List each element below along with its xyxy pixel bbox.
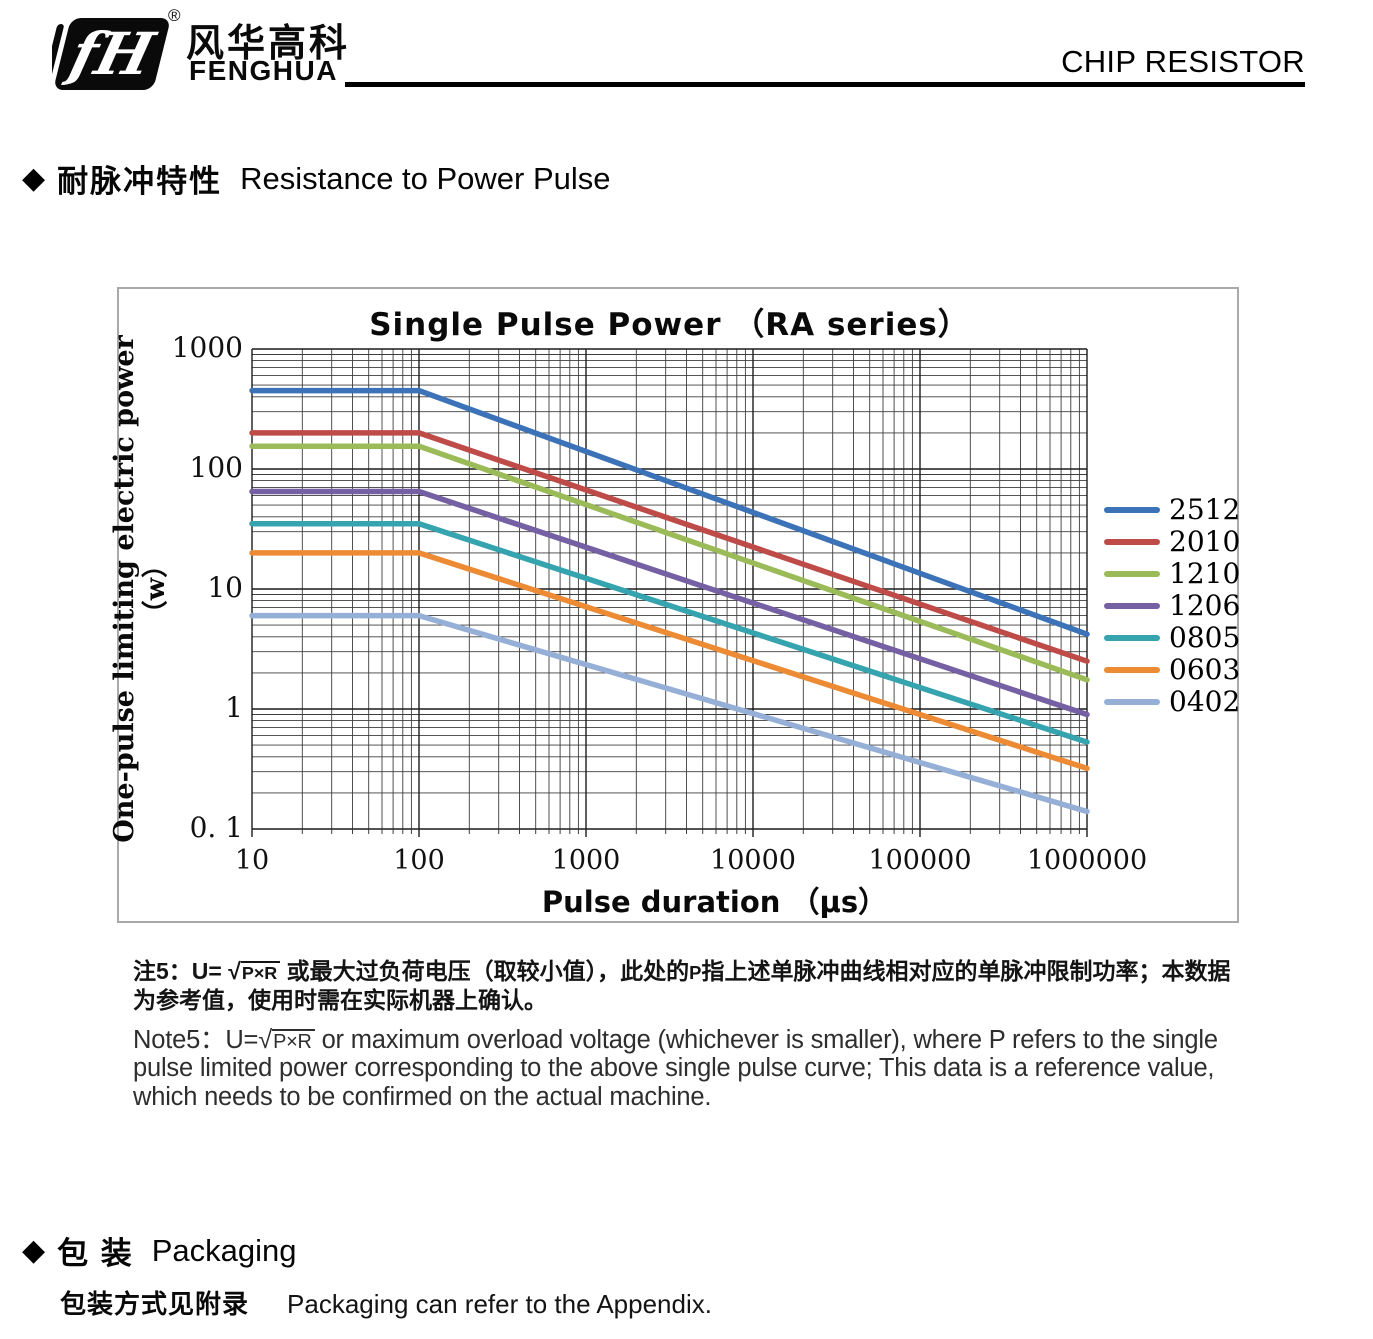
y-tick-label: 0. 1 [189,811,243,844]
x-tick-label: 1000000 [1026,845,1148,876]
section-heading-pulse: ◆ 耐脉冲特性 Resistance to Power Pulse [22,156,611,201]
diamond-bullet-icon: ◆ [22,161,46,195]
sqrt-formula: √P×R [258,1025,315,1054]
note5-english: Note5：U=√P×R or maximum overload voltage… [133,1025,1218,1111]
packaging-title-cn: 包 装 [57,1236,134,1271]
sqrt-formula: √P×R [228,958,281,984]
chart-plot-area [249,348,1090,837]
notes-block: 注5：U= √P×R 或最大过负荷电压（取较小值），此处的P指上述单脉冲曲线相对… [133,957,1247,1112]
legend-swatch-0603 [1104,667,1160,673]
svg-text:fH: fH [60,20,163,88]
legend-label-0603: 0603 [1169,653,1241,686]
y-tick-label: 1 [225,691,243,724]
x-tick-label: 10000 [710,845,796,876]
legend-label-1210: 1210 [1169,557,1241,590]
section-heading-packaging: ◆ 包 装 Packaging [22,1228,296,1273]
legend-label-1206: 1206 [1169,589,1241,622]
legend-swatch-1210 [1104,571,1160,577]
x-tick-label: 100 [393,845,445,876]
brand-name-chinese: 风华高科 [186,23,351,65]
x-axis-title: Pulse duration （μs） [541,885,888,919]
legend-label-2010: 2010 [1169,525,1241,558]
packaging-body-en: Packaging can refer to the Appendix. [287,1289,712,1319]
packaging-title-en: Packaging [151,1232,297,1268]
x-tick-label: 1000 [551,845,621,876]
y-tick-label: 100 [189,451,243,484]
legend-swatch-1206 [1104,603,1160,609]
brand-name-english: FENGHUA [189,55,338,86]
y-tick-label: 1000 [171,331,243,364]
legend-label-0805: 0805 [1169,621,1241,654]
x-tick-label: 100000 [868,845,972,876]
legend-label-0402: 0402 [1169,685,1241,718]
section-title-en: Resistance to Power Pulse [240,160,611,196]
packaging-body-cn: 包装方式见附录 [60,1289,250,1319]
legend-swatch-0402 [1104,699,1160,705]
note5-chinese: 注5：U= √P×R 或最大过负荷电压（取较小值），此处的P指上述单脉冲曲线相对… [133,958,1231,1014]
legend-swatch-2512 [1104,507,1160,513]
legend-swatch-2010 [1104,539,1160,545]
header-divider [345,82,1305,87]
y-tick-label: 10 [207,571,243,604]
chart-title: Single Pulse Power （RA series） [369,307,970,343]
sqrt-sign: √ [228,958,241,984]
fenghua-logo-icon: fH [52,18,169,90]
sqrt-radicand: P×R [272,1028,315,1053]
sqrt-radicand: P×R [240,961,281,983]
section-title-cn: 耐脉冲特性 [57,164,223,199]
sqrt-sign: √ [258,1025,273,1054]
legend-swatch-0805 [1104,635,1160,641]
single-pulse-power-chart: Single Pulse Power （RA series） Pulse dur… [109,287,1241,923]
legend-label-2512: 2512 [1169,493,1241,526]
packaging-body: 包装方式见附录 Packaging can refer to the Appen… [60,1284,712,1321]
registered-trademark-icon: ® [168,6,181,25]
document-title: CHIP RESISTOR [1061,44,1305,79]
x-tick-label: 10 [234,845,270,876]
diamond-bullet-icon: ◆ [22,1233,46,1267]
